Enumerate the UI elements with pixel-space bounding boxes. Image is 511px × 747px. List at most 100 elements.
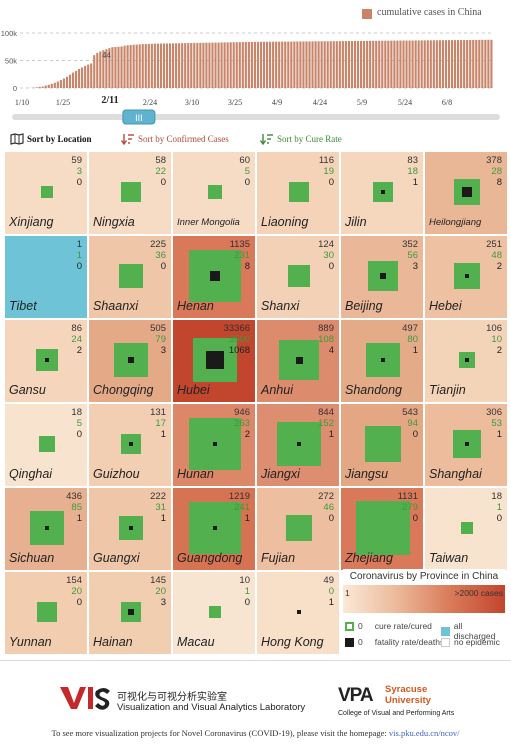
province-cell-gansu[interactable]: 86 24 2 Gansu — [4, 319, 88, 403]
confirmed-count: 33366 — [223, 323, 250, 334]
province-cell-xinjiang[interactable]: 59 3 0 Xinjiang — [4, 151, 88, 235]
sort-by-location-button[interactable]: Sort by Location — [10, 131, 92, 147]
fatality-rate-square — [295, 356, 303, 364]
timeline-bar — [44, 85, 47, 88]
province-cell-shandong[interactable]: 497 80 1 Shandong — [340, 319, 424, 403]
death-count: 0 — [76, 429, 82, 440]
cure-rate-square — [355, 500, 411, 556]
province-cell-hubei[interactable]: 33366 3500 1068 Hubei — [172, 319, 256, 403]
timeline-bar — [393, 40, 396, 88]
death-count: 0 — [328, 261, 334, 272]
timeline-bar — [208, 42, 211, 88]
province-cell-fujian[interactable]: 272 46 0 Fujian — [256, 487, 340, 571]
province-cell-shanghai[interactable]: 306 53 1 Shanghai — [424, 403, 508, 487]
sort-by-cure-rate-label: Sort by Cure Rate — [277, 134, 342, 144]
timeline-bar — [50, 83, 53, 88]
x-tick-label: 5/9 — [357, 98, 367, 107]
x-tick-label: 1/10 — [15, 98, 29, 107]
province-cell-qinghai[interactable]: 18 5 0 Qinghai — [4, 403, 88, 487]
province-cell-sichuan[interactable]: 436 85 1 Sichuan — [4, 487, 88, 571]
timeline-svg[interactable]: 100k 50k 0 44 1/10 1/25 2/11 2/24 3/10 3/25 4/9 4/2… — [0, 0, 511, 132]
timeline-bar — [138, 44, 141, 88]
fatality-rate-square — [129, 442, 133, 446]
province-cell-guangdong[interactable]: 1219 241 1 Guangdong — [172, 487, 256, 571]
province-cell-zhejiang[interactable]: 1131 279 0 Zhejiang — [340, 487, 424, 571]
timeline-bar — [65, 76, 69, 88]
timeline-bar — [269, 41, 272, 88]
province-cell-shaanxi[interactable]: 225 36 0 Shaanxi — [88, 235, 172, 319]
province-cell-hunan[interactable]: 946 263 2 Hunan — [172, 403, 256, 487]
confirmed-count: 86 — [71, 323, 82, 334]
fatality-rate-square — [381, 358, 385, 362]
case-color-gradient — [343, 585, 505, 613]
province-cell-hebei[interactable]: 251 48 2 Hebei — [424, 235, 508, 319]
death-count: 1 — [328, 429, 334, 440]
timeline-bar — [402, 40, 405, 88]
province-name: Chongqing — [93, 383, 154, 397]
province-cell-inner-mongolia[interactable]: 60 5 0 Inner Mongolia — [172, 151, 256, 235]
fatality-rate-square — [44, 357, 50, 363]
province-cell-liaoning[interactable]: 116 19 0 Liaoning — [256, 151, 340, 235]
province-cell-anhui[interactable]: 889 108 4 Anhui — [256, 319, 340, 403]
province-cell-jilin[interactable]: 83 18 1 Jilin — [340, 151, 424, 235]
province-cell-jiangxi[interactable]: 844 152 1 Jiangxi — [256, 403, 340, 487]
x-tick-label: 1/25 — [56, 98, 70, 107]
province-cell-shanxi[interactable]: 124 30 0 Shanxi — [256, 235, 340, 319]
province-cell-ningxia[interactable]: 58 22 0 Ningxia — [88, 151, 172, 235]
province-name: Yunnan — [9, 635, 52, 649]
province-cell-taiwan[interactable]: 18 1 0 Taiwan — [424, 487, 508, 571]
timeline-bar — [344, 41, 347, 88]
province-cell-hong-kong[interactable]: 49 0 1 Hong Kong — [256, 571, 340, 655]
province-cell-macau[interactable]: 10 1 0 Macau — [172, 571, 256, 655]
province-cell-chongqing[interactable]: 505 79 3 Chongqing — [88, 319, 172, 403]
province-name: Tibet — [9, 299, 37, 313]
x-tick-label: 6/8 — [442, 98, 452, 107]
timeline-bar — [460, 40, 463, 88]
lab-name-chinese: 可视化与可视分析实验室 — [117, 692, 227, 703]
timeline-bar — [165, 43, 169, 88]
death-count: 0 — [328, 177, 334, 188]
province-cell-guizhou[interactable]: 131 17 1 Guizhou — [88, 403, 172, 487]
timeline-bar — [323, 41, 326, 88]
fatality-rate-square — [129, 526, 133, 530]
province-name: Beijing — [345, 299, 383, 313]
fatality-rate-square — [297, 442, 301, 446]
province-name: Xinjiang — [9, 215, 54, 229]
timeline-slider-handle[interactable] — [122, 109, 156, 125]
sort-by-confirmed-button[interactable]: Sort by Confirmed Cases — [121, 131, 229, 147]
timeline-bar — [199, 42, 202, 88]
timeline-bar — [341, 41, 344, 88]
confirmed-count: 59 — [71, 155, 82, 166]
cured-count: 36 — [155, 250, 166, 261]
cure-rate-square — [40, 185, 54, 199]
province-cell-beijing[interactable]: 352 56 3 Beijing — [340, 235, 424, 319]
province-cell-hainan[interactable]: 145 20 3 Hainan — [88, 571, 172, 655]
province-name: Shandong — [345, 383, 403, 397]
province-cell-henan[interactable]: 1135 231 8 Henan — [172, 235, 256, 319]
province-cell-heilongjiang[interactable]: 378 28 8 Heilongjiang — [424, 151, 508, 235]
province-cell-jiangsu[interactable]: 543 94 0 Jiangsu — [340, 403, 424, 487]
sort-by-cure-rate-button[interactable]: Sort by Cure Rate — [260, 131, 342, 147]
province-name: Gansu — [9, 383, 46, 397]
syracuse-logo: Syracuse University — [385, 684, 431, 706]
province-cell-tibet[interactable]: 1 1 0 Tibet — [4, 235, 88, 319]
timeline-bar — [447, 40, 451, 88]
province-cell-guangxi[interactable]: 222 31 1 Guangxi — [88, 487, 172, 571]
timeline-bar — [353, 40, 357, 88]
timeline-bar — [484, 39, 487, 88]
death-count: 3 — [412, 261, 418, 272]
timeline-bar — [338, 41, 341, 88]
timeline-bar — [463, 39, 466, 88]
cured-count: 241 — [234, 502, 250, 513]
x-tick-label: 5/24 — [398, 98, 412, 107]
province-cell-yunnan[interactable]: 154 20 0 Yunnan — [4, 571, 88, 655]
timeline-bar — [314, 41, 317, 88]
confirmed-count: 58 — [155, 155, 166, 166]
cure-rate-square — [461, 522, 473, 534]
death-count: 0 — [76, 597, 82, 608]
y-tick-label: 0 — [13, 84, 17, 93]
cured-count: 1 — [496, 502, 502, 513]
province-cell-tianjin[interactable]: 106 10 2 Tianjin — [424, 319, 508, 403]
homepage-link[interactable]: vis.pku.edu.cn/ncov/ — [388, 728, 460, 738]
timeline-bar — [326, 41, 329, 88]
